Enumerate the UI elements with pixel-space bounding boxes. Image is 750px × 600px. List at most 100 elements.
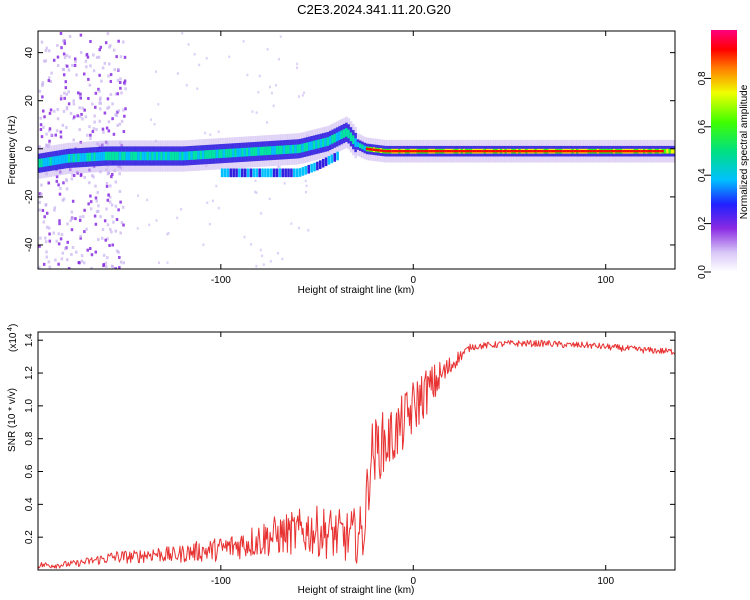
spectrogram-image — [38, 31, 675, 269]
snr-panel: -100 0 100 0.2 0.4 0.6 0.8 1.0 1.2 1.4 Height of… — [7, 324, 676, 596]
spectrogram-noise-cell — [118, 80, 122, 84]
spectrogram-core-cell — [144, 151, 147, 161]
spectrogram-noise-cell — [67, 90, 70, 94]
spectrogram-core-cell — [109, 151, 113, 161]
figure-title: C2E3.2024.341.11.20.G20 — [297, 2, 451, 17]
spectrogram-noise-cell — [153, 122, 156, 126]
spectrogram-noise-cell — [106, 172, 110, 176]
snr-y-tick-label: 0.8 — [24, 431, 35, 445]
spectrogram-noise-cell — [88, 125, 91, 129]
spectrogram-noise-cell — [38, 266, 41, 269]
spectrogram-noise-cell — [114, 267, 117, 269]
spectrogram-peak-cell — [525, 150, 528, 153]
spectrogram-noise-cell — [47, 49, 51, 53]
spectrogram-noise-cell — [69, 219, 73, 223]
spectrogram-noise-cell — [72, 99, 75, 103]
spectrogram-branch-cell — [304, 165, 308, 175]
spectrogram-noise-cell — [39, 128, 43, 132]
spectrogram-core-cell — [231, 148, 235, 158]
spectrogram-core-cell — [98, 152, 101, 161]
spectrogram-core-cell — [273, 145, 277, 155]
spectrogram-core-cell — [51, 156, 55, 166]
spectrogram-core-cell — [257, 146, 260, 156]
spectrogram-core-cell — [95, 152, 99, 161]
spectrogram-core-cell — [72, 153, 76, 163]
spectrogram-noise-cell — [56, 43, 59, 47]
spectrogram-noise-cell — [45, 255, 49, 259]
spectrogram-noise-cell — [65, 107, 69, 111]
spectrogram-noise-cell — [69, 111, 73, 115]
spectrogram-peak-cell — [474, 150, 478, 153]
spectrogram-noise-cell — [89, 137, 92, 141]
spectrogram-noise-cell — [41, 208, 45, 212]
spectrogram-noise-cell — [42, 262, 46, 266]
spectrogram-x-tick-label: 100 — [597, 275, 614, 286]
spectrogram-peak-cell — [365, 147, 369, 151]
spectrogram-noise-cell — [158, 261, 161, 264]
spectrogram-noise-cell — [110, 203, 114, 207]
spectrogram-noise-cell — [67, 68, 71, 72]
spectrogram-core-cell — [301, 143, 304, 153]
spectrogram-core-cell — [183, 151, 187, 161]
spectrogram-noise-cell — [109, 184, 112, 188]
spectrogram-core-cell — [673, 148, 675, 154]
spectrogram-noise-cell — [93, 120, 96, 124]
spectrogram-peak-cell — [569, 150, 572, 153]
spectrogram-noise-cell — [262, 263, 265, 266]
spectrogram-noise-cell — [107, 129, 111, 133]
spectrogram-peak-cell — [539, 150, 542, 153]
spectrogram-noise-cell — [60, 232, 64, 236]
spectrogram-peak-cell — [603, 150, 607, 153]
spectrogram-noise-cell — [187, 43, 190, 46]
spectrogram-noise-cell — [59, 237, 63, 241]
spectrogram-noise-cell — [89, 207, 93, 211]
spectrogram-noise-cell — [85, 52, 89, 56]
spectrogram-core-cell — [296, 144, 300, 154]
spectrogram-peak-cell — [599, 150, 602, 153]
spectrogram-noise-cell — [112, 220, 115, 224]
spectrogram-core-cell — [100, 151, 103, 161]
spectrogram-core-cell — [169, 151, 173, 161]
spectrogram-core-cell — [58, 155, 62, 165]
spectrogram-peak-cell — [656, 150, 660, 153]
spectrogram-peak-cell — [469, 150, 473, 153]
spectrogram-branch-cell — [264, 168, 267, 178]
spectrogram-peak-cell — [626, 150, 630, 153]
spectrogram-noise-cell — [105, 184, 109, 188]
spectrogram-noise-cell — [98, 101, 101, 105]
spectrogram-peak-cell — [490, 150, 494, 153]
spectrogram-noise-cell — [114, 180, 118, 184]
spectrogram-noise-cell — [66, 222, 69, 226]
spectrogram-noise-cell — [217, 130, 220, 134]
spectrogram-y-tick-label: -40 — [24, 237, 35, 252]
spectrogram-noise-cell — [111, 215, 114, 219]
spectrogram-peak-cell — [432, 150, 436, 153]
spectrogram-core-cell — [134, 151, 138, 161]
spectrogram-branch-cell — [307, 164, 311, 174]
spectrogram-noise-cell — [116, 110, 119, 114]
spectrogram-peak-cell — [610, 150, 614, 153]
spectrogram-core-cell — [38, 158, 41, 168]
spectrogram-noise-cell — [48, 239, 52, 243]
spectrogram-noise-cell — [49, 108, 53, 112]
spectrogram-peak-cell — [661, 150, 665, 153]
spectrogram-core-cell — [185, 151, 189, 161]
spectrogram-peak-cell — [393, 150, 397, 153]
spectrogram-noise-cell — [112, 132, 116, 136]
colorbar-tick-label: 0.8 — [697, 71, 708, 85]
spectrogram-noise-cell — [305, 184, 308, 188]
spectrogram-noise-cell — [79, 234, 82, 238]
spectrogram-core-cell — [252, 147, 256, 156]
spectrogram-peak-cell — [589, 150, 593, 153]
spectrogram-noise-cell — [79, 174, 83, 178]
spectrogram-branch-cell — [229, 168, 233, 178]
snr-x-axis-label: Height of straight line (km) — [298, 585, 415, 596]
spectrogram-peak-cell — [529, 150, 533, 153]
spectrogram-noise-cell — [104, 261, 108, 265]
spectrogram-peak-cell — [592, 150, 595, 153]
spectrogram-noise-cell — [205, 57, 208, 60]
spectrogram-noise-cell — [85, 227, 88, 231]
spectrogram-noise-cell — [64, 247, 67, 251]
spectrogram-core-cell — [125, 151, 129, 161]
spectrogram-noise-cell — [84, 59, 88, 63]
